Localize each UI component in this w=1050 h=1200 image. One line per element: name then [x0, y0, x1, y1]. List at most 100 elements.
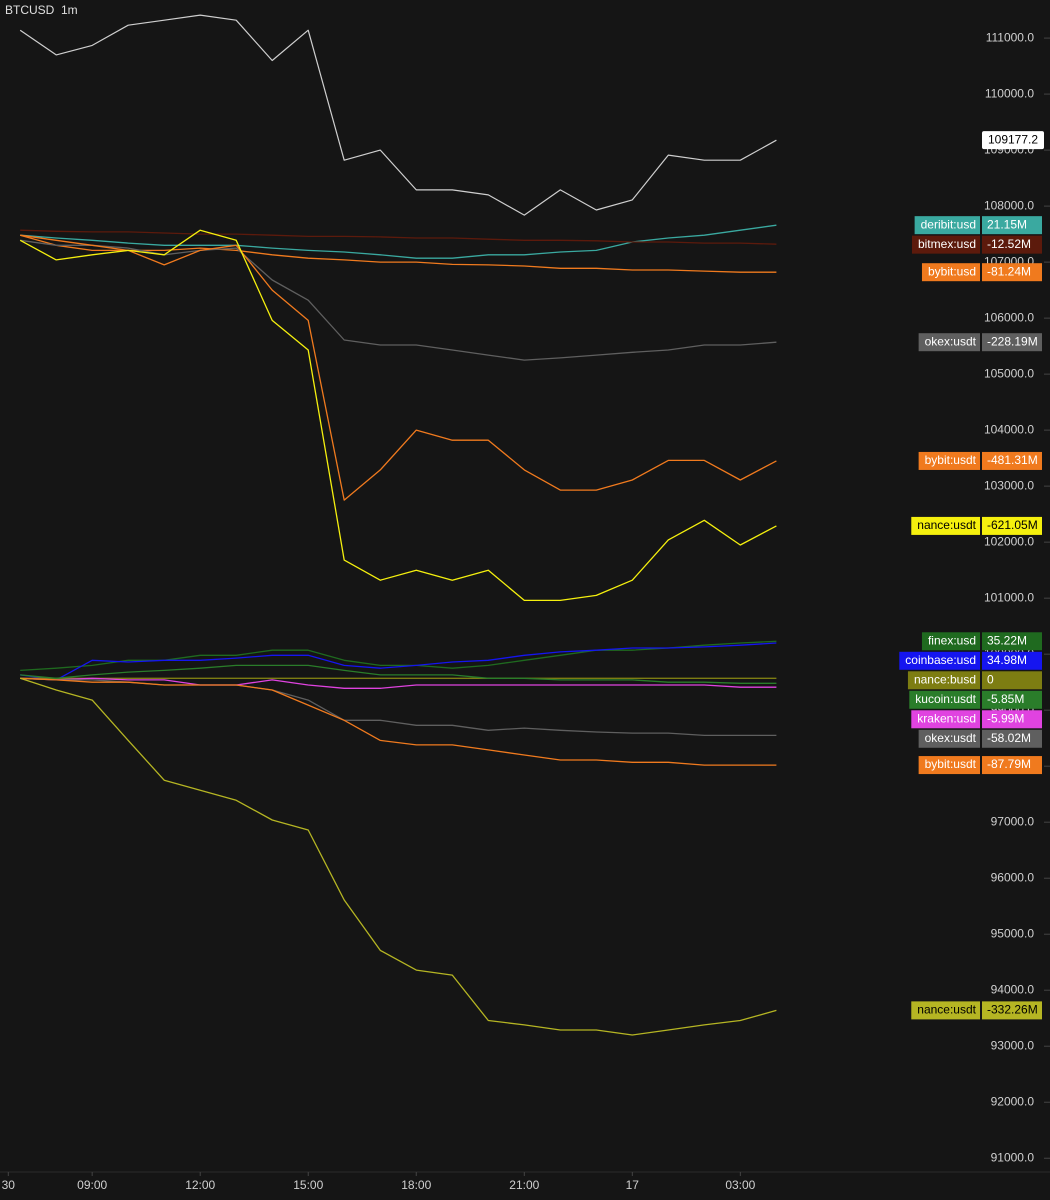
tag-value: -12.52M [987, 237, 1031, 251]
tag-value-box [982, 333, 1042, 352]
tag-name-box [918, 729, 980, 748]
x-tick-label: 17 [626, 1178, 640, 1192]
symbol: BTCUSD [5, 3, 55, 17]
x-tick-label: 09:00 [77, 1178, 107, 1192]
x-tick-label: 21:00 [509, 1178, 539, 1192]
series-line [20, 677, 777, 689]
tag-value: 34.98M [987, 653, 1027, 667]
tag-value-box [982, 710, 1042, 729]
tag-value: -87.79M [987, 757, 1031, 771]
tag-value-box [982, 263, 1042, 282]
tag-value: -58.02M [987, 731, 1031, 745]
tag-value-box [982, 632, 1042, 651]
symbol-box [0, 0, 84, 20]
y-tick-label: 95000.0 [991, 926, 1035, 940]
tag-name-box [899, 651, 980, 670]
series-line [20, 642, 777, 681]
tag-value-box [982, 690, 1042, 709]
x-tick-label: 03:00 [725, 1178, 755, 1192]
tag-name: okex:usdt [925, 731, 977, 745]
tag-value: -5.99M [987, 711, 1024, 725]
tag-value: 0 [987, 672, 994, 686]
tag-name: finex:usd [928, 633, 976, 647]
y-tick-label: 96000.0 [991, 870, 1035, 884]
tag-name: kucoin:usdt [915, 692, 976, 706]
last-value-tags: 109177.2 deribit:usd 21.15M bitmex:usd -12.5… [899, 131, 1044, 1020]
interval: 1m [61, 3, 78, 17]
x-tick-label: 30 [2, 1178, 16, 1192]
tag-name: bybit:usd [928, 264, 976, 278]
tag-value: -332.26M [987, 1003, 1038, 1017]
y-tick-label: 111000.0 [986, 30, 1035, 44]
tag-value: -481.31M [987, 453, 1038, 467]
y-tick-label: 93000.0 [991, 1038, 1035, 1052]
series-line [19, 677, 777, 1036]
y-tick-label: 104000.0 [984, 422, 1034, 436]
tag-value: 21.15M [987, 217, 1027, 231]
tag-name: nance:busd [914, 672, 976, 686]
tag-name: deribit:usd [921, 217, 976, 231]
y-tick-label: 91000.0 [991, 1150, 1035, 1164]
tag-name-box [909, 690, 980, 709]
tag-value-box [982, 651, 1042, 670]
series-line [20, 229, 777, 245]
tag-name-box [914, 216, 980, 235]
series-line [19, 14, 777, 216]
tag-name-box [921, 632, 980, 651]
y-tick-label: 105000.0 [984, 366, 1034, 380]
tag-name: bitmex:usd [918, 237, 976, 251]
x-tick-label: 12:00 [185, 1178, 215, 1192]
series-line [20, 640, 777, 672]
y-tick-label: 108000.0 [984, 198, 1034, 212]
y-tick-label: 110000.0 [985, 86, 1034, 100]
tag-name: nance:usdt [917, 1003, 976, 1017]
y-tick-label: 92000.0 [991, 1094, 1035, 1108]
tag-name-box [921, 263, 980, 282]
y-tick-label: 102000.0 [984, 534, 1034, 548]
tag-value-box [982, 235, 1042, 254]
tag-value: -621.05M [987, 518, 1038, 532]
tag-name-box [911, 710, 980, 729]
tag-name-box [911, 516, 980, 535]
tag-value-box [982, 216, 1042, 235]
x-tick-label: 18:00 [401, 1178, 431, 1192]
y-tick-label: 101000.0 [984, 590, 1034, 604]
series-line [20, 234, 777, 273]
y-tick-label: 106000.0 [984, 310, 1034, 324]
plot-area [19, 14, 777, 1036]
series-line [20, 234, 777, 501]
tag-name: nance:usdt [917, 518, 976, 532]
tag-name-box [918, 756, 980, 775]
tag-name: kraken:usd [917, 711, 976, 725]
tag-name-box [911, 1001, 980, 1020]
price-tag-box [982, 131, 1044, 150]
tag-name-box [907, 671, 980, 690]
tag-value-box [982, 671, 1042, 690]
tag-name: coinbase:usd [905, 653, 976, 667]
series-line [20, 664, 777, 684]
series-line [19, 229, 777, 602]
tag-value-box [982, 756, 1042, 775]
tag-value: 35.22M [987, 633, 1027, 647]
tag-value-box [982, 516, 1042, 535]
x-tick-label: 15:00 [293, 1178, 323, 1192]
tag-value-box [982, 1001, 1042, 1020]
tag-name: bybit:usdt [925, 757, 977, 771]
y-tick-label: 103000.0 [984, 478, 1034, 492]
series-line [20, 224, 777, 259]
series-line [20, 239, 777, 361]
y-tick-label: 97000.0 [991, 814, 1035, 828]
tag-value-box [982, 729, 1042, 748]
tag-value: -5.85M [987, 692, 1024, 706]
tag-name-box [918, 333, 980, 352]
price-tag: 109177.2 [988, 132, 1038, 146]
tag-name-box [918, 451, 980, 470]
tag-value-box [982, 451, 1042, 470]
tag-name: okex:usdt [925, 334, 977, 348]
tag-name: bybit:usdt [925, 453, 977, 467]
tag-value: -81.24M [987, 264, 1031, 278]
tag-value: -228.19M [987, 334, 1038, 348]
